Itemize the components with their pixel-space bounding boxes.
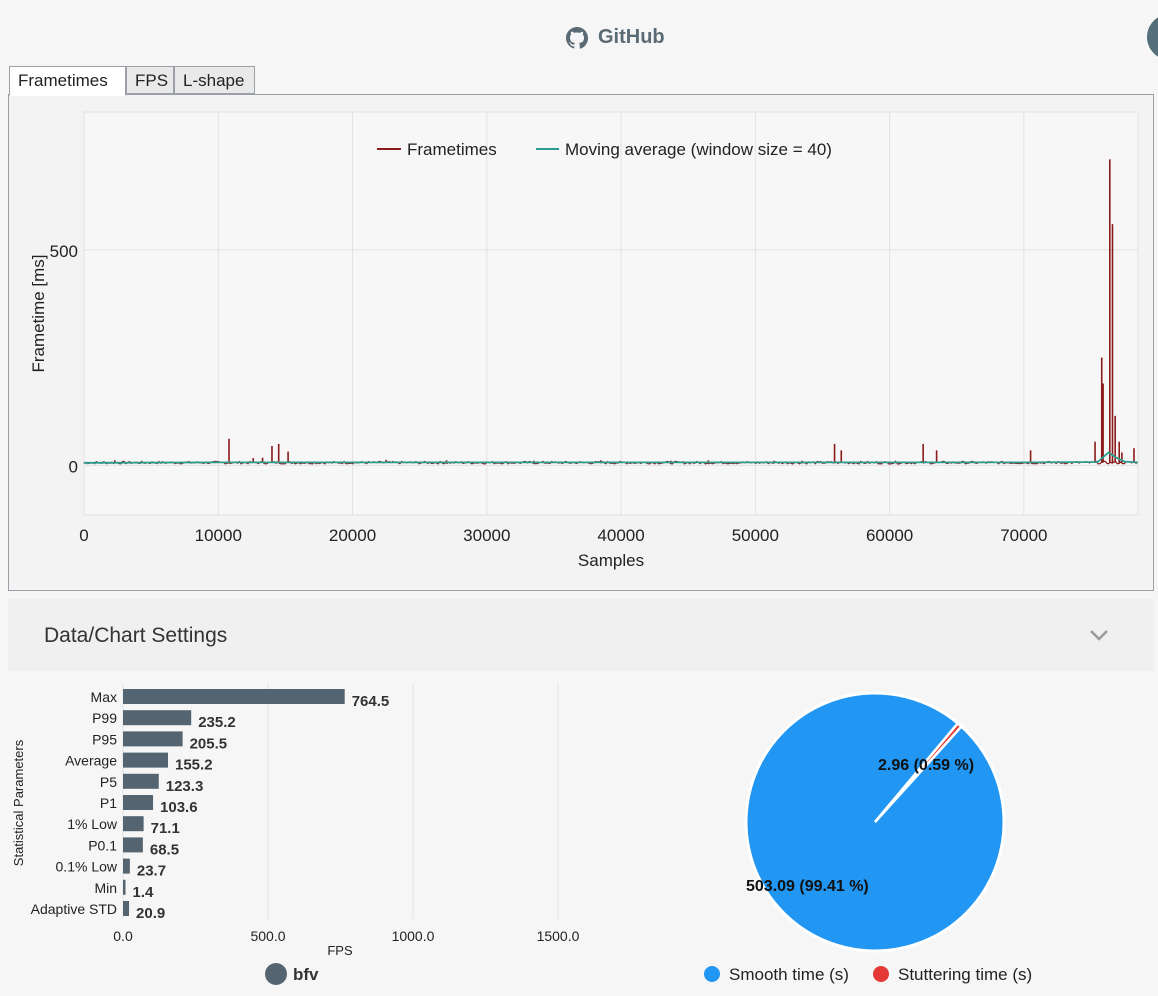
settings-title: Data/Chart Settings xyxy=(44,624,227,648)
bar-x-tick-label: 1500.0 xyxy=(537,928,580,944)
frametimes-chart-panel: 0 10000 20000 30000 40000 50000 60000 70000 0 500… xyxy=(8,94,1154,591)
bar xyxy=(123,837,143,852)
pie-label-stuttering: 2.96 (0.59 %) xyxy=(878,757,974,774)
tab-frametimes[interactable]: Frametimes xyxy=(9,66,126,96)
bar-category-label: P99 xyxy=(92,710,117,726)
statistics-bar-chart: 0.0 500.0 1000.0 1500.0 Max 764.5 P99 235.2 P95 2… xyxy=(0,679,640,996)
bar-value-label: 123.3 xyxy=(166,778,204,795)
bar-category-label: Adaptive STD xyxy=(31,901,117,917)
legend-moving-average-label: Moving average (window size = 40) xyxy=(565,140,832,159)
x-tick-label: 0 xyxy=(79,526,88,545)
bar-x-tick-label: 0.0 xyxy=(113,928,133,944)
x-tick-label: 10000 xyxy=(195,526,242,545)
fab-button[interactable] xyxy=(1147,14,1158,60)
github-label: GitHub xyxy=(598,26,665,49)
bar-category-label: P5 xyxy=(100,774,117,790)
legend-stuttering-dot xyxy=(873,966,889,982)
bar-x-tick-label: 1000.0 xyxy=(392,928,435,944)
bar-x-axis-label: FPS xyxy=(327,943,353,958)
x-tick-label: 20000 xyxy=(329,526,376,545)
bar xyxy=(123,901,129,916)
tab-fps[interactable]: FPS xyxy=(126,66,174,94)
legend-bfv-dot xyxy=(265,963,287,985)
bar xyxy=(123,880,126,895)
legend-stuttering-label: Stuttering time (s) xyxy=(898,965,1032,984)
bar-value-label: 20.9 xyxy=(136,905,165,922)
plot-area xyxy=(84,112,1138,515)
bar-value-label: 68.5 xyxy=(150,841,179,858)
bar-value-label: 1.4 xyxy=(133,884,155,901)
bar-y-axis-label: Statistical Parameters xyxy=(11,739,26,866)
github-link[interactable]: GitHub xyxy=(566,26,665,49)
bar-value-label: 205.5 xyxy=(190,735,228,752)
x-tick-label: 60000 xyxy=(866,526,913,545)
x-tick-label: 50000 xyxy=(732,526,779,545)
bar xyxy=(123,753,168,768)
bar-category-label: Max xyxy=(91,689,117,705)
bar-category-label: P95 xyxy=(92,731,117,747)
x-tick-label: 30000 xyxy=(463,526,510,545)
bar xyxy=(123,795,153,810)
y-tick-label: 500 xyxy=(50,242,78,261)
bar-category-label: P0.1 xyxy=(88,837,117,853)
legend-frametimes-label: Frametimes xyxy=(407,140,497,159)
bar xyxy=(123,731,183,746)
bar-category-label: 0.1% Low xyxy=(56,859,118,875)
frametimes-chart: 0 10000 20000 30000 40000 50000 60000 70000 0 500… xyxy=(9,95,1153,590)
x-tick-label: 40000 xyxy=(597,526,644,545)
bar-category-label: 1% Low xyxy=(67,816,118,832)
bar-value-label: 155.2 xyxy=(175,757,213,774)
bar xyxy=(123,816,144,831)
bar xyxy=(123,859,130,874)
bar-category-label: P1 xyxy=(100,795,117,811)
bar xyxy=(123,689,345,704)
bar-value-label: 103.6 xyxy=(160,799,198,816)
stutter-pie-chart: 503.09 (99.41 %) 2.96 (0.59 %) Smooth time… xyxy=(640,679,1158,996)
github-icon xyxy=(566,27,588,49)
x-tick-label: 70000 xyxy=(1000,526,1047,545)
bar-category-label: Average xyxy=(65,753,117,769)
bar-x-tick-label: 500.0 xyxy=(250,928,285,944)
y-axis-label: Frametime [ms] xyxy=(29,254,48,372)
bar-value-label: 23.7 xyxy=(137,863,166,880)
legend-smooth-label: Smooth time (s) xyxy=(729,965,849,984)
legend-bfv-label: bfv xyxy=(293,965,319,984)
y-tick-label: 0 xyxy=(69,457,78,476)
bar xyxy=(123,710,191,725)
bar-value-label: 764.5 xyxy=(352,693,390,710)
chevron-down-icon[interactable] xyxy=(1088,624,1110,646)
x-axis-label: Samples xyxy=(578,551,644,570)
bar-category-label: Min xyxy=(94,880,117,896)
legend-smooth-dot xyxy=(704,966,720,982)
pie-label-smooth: 503.09 (99.41 %) xyxy=(746,878,869,895)
bar-value-label: 71.1 xyxy=(151,820,180,837)
bar xyxy=(123,774,159,789)
bar-value-label: 235.2 xyxy=(198,714,236,731)
tab-l-shape[interactable]: L-shape xyxy=(174,66,255,94)
